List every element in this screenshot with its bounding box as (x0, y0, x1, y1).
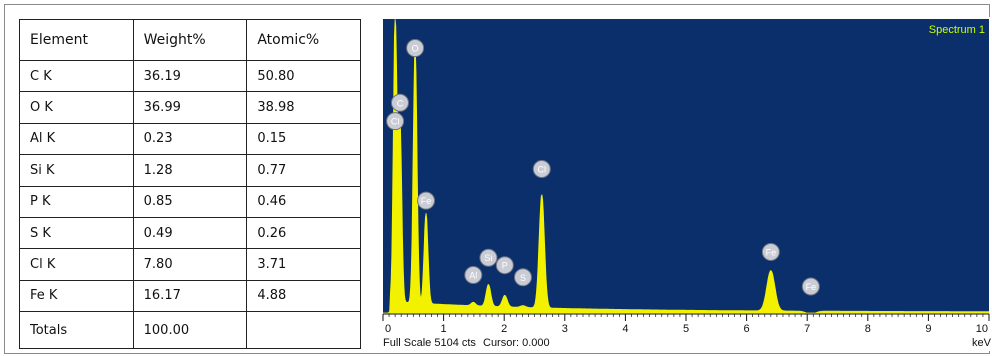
cursor-readout: Cursor: 0.000 (483, 337, 550, 349)
cell-weight: 0.23 (132, 122, 248, 156)
spectrum-panel: O C Cl Fe Al Si P S Cl Fe Fe Spectrum 1 0 1 2 3 4 5 6 7 8 9 10… (381, 17, 992, 351)
x-tick-label: 7 (804, 323, 810, 335)
peak-marker (390, 93, 409, 112)
spectrum-footer: Full Scale 5104 cts Cursor: 0.000 (383, 337, 554, 349)
peak-marker (479, 248, 498, 267)
x-tick-label: 10 (976, 323, 988, 335)
peak-label: Cl (391, 117, 400, 127)
cell-weight: 1.28 (132, 154, 248, 187)
cell-atomic: 4.88 (246, 279, 361, 313)
x-tick-label: 1 (441, 323, 447, 335)
composition-table-panel: Element Weight% Atomic% C K 36.19 50.80 … (19, 19, 361, 349)
table-row: Cl K 7.80 3.71 (19, 248, 361, 281)
x-tick-label: 2 (501, 323, 507, 335)
peak-marker (801, 277, 820, 296)
cell-weight: 7.80 (132, 248, 248, 281)
eds-spectrum-chart: O C Cl Fe Al Si P S Cl Fe Fe Spectrum 1 0 1 2 3 4 5 6 7 8 9 10 (382, 18, 990, 335)
cell-atomic: 0.77 (246, 154, 361, 187)
x-tick-label: 5 (683, 323, 689, 335)
peak-label: Fe (421, 196, 432, 206)
header-atomic: Atomic% (246, 19, 361, 61)
peak-marker (386, 112, 405, 131)
table-row: Al K 0.23 0.15 (19, 122, 361, 156)
peak-marker (495, 256, 514, 275)
table-row-totals: Totals 100.00 (19, 311, 361, 349)
full-scale-label: Full Scale 5104 cts (383, 337, 476, 349)
spectrum-series (383, 18, 990, 314)
cell-atomic: 50.80 (246, 59, 361, 93)
cell-element: S K (19, 216, 134, 250)
peak-label: Fe (766, 247, 777, 257)
table-row: Fe K 16.17 4.88 (19, 279, 361, 313)
x-tick-label: 6 (744, 323, 750, 335)
peak-marker (761, 242, 780, 261)
x-tick-label: 4 (622, 323, 628, 335)
cell-element: Totals (19, 311, 134, 349)
table-row: Si K 1.28 0.77 (19, 154, 361, 187)
cell-element: C K (19, 59, 134, 93)
peak-marker (417, 191, 436, 210)
cell-weight: 100.00 (132, 311, 248, 349)
peak-label: Fe (806, 282, 817, 292)
peak-label: Cl (538, 164, 547, 174)
cell-weight: 0.85 (132, 185, 248, 218)
cell-weight: 16.17 (132, 279, 248, 313)
cell-atomic (246, 311, 361, 349)
cell-atomic: 0.46 (246, 185, 361, 218)
table-row: P K 0.85 0.46 (19, 185, 361, 218)
cell-element: P K (19, 185, 134, 218)
header-weight: Weight% (132, 19, 248, 61)
x-tick-label: 0 (385, 323, 391, 335)
table-row: S K 0.49 0.26 (19, 216, 361, 250)
peak-label: O (412, 44, 419, 54)
table-header-row: Element Weight% Atomic% (19, 19, 361, 61)
peak-marker (513, 268, 532, 287)
cell-atomic: 3.71 (246, 248, 361, 281)
x-tick-label: 9 (925, 323, 931, 335)
cell-element: Cl K (19, 248, 134, 281)
table-row: O K 36.99 38.98 (19, 91, 361, 124)
peak-marker (464, 265, 483, 284)
cell-element: Si K (19, 154, 134, 187)
peak-label: S (520, 273, 526, 283)
cell-element: Fe K (19, 279, 134, 313)
cell-atomic: 0.26 (246, 216, 361, 250)
header-element: Element (19, 19, 134, 61)
peak-label: P (502, 261, 508, 271)
table-row: C K 36.19 50.80 (19, 59, 361, 93)
cell-weight: 36.99 (132, 91, 248, 124)
cell-weight: 0.49 (132, 216, 248, 250)
peak-label: Al (469, 270, 477, 280)
chart-title: Spectrum 1 (929, 24, 985, 36)
cell-atomic: 38.98 (246, 91, 361, 124)
x-tick-label: 3 (562, 323, 568, 335)
peak-label: Si (484, 253, 492, 263)
composition-table: Element Weight% Atomic% C K 36.19 50.80 … (19, 19, 361, 349)
figure-frame: Element Weight% Atomic% C K 36.19 50.80 … (4, 4, 992, 354)
peak-label: C (397, 98, 404, 108)
cell-element: O K (19, 91, 134, 124)
cell-element: Al K (19, 122, 134, 156)
peak-marker (406, 39, 425, 58)
cell-weight: 36.19 (132, 59, 248, 93)
cell-atomic: 0.15 (246, 122, 361, 156)
x-tick-label: 8 (865, 323, 871, 335)
x-unit-label: keV (972, 337, 991, 349)
peak-marker (532, 159, 551, 178)
